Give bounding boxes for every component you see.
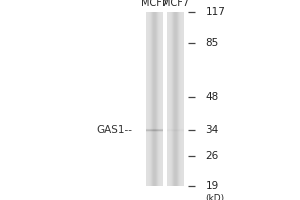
Bar <box>158 12 159 186</box>
Bar <box>152 12 153 186</box>
Text: MCF7: MCF7 <box>141 0 168 8</box>
Bar <box>168 12 169 186</box>
Bar <box>159 12 160 186</box>
Text: 19: 19 <box>206 181 219 191</box>
Bar <box>157 12 158 186</box>
Bar <box>156 12 157 186</box>
Bar <box>180 12 181 186</box>
Bar <box>149 12 150 186</box>
Bar <box>176 12 177 186</box>
Bar <box>151 12 152 186</box>
Bar <box>179 12 180 186</box>
Bar <box>160 12 161 186</box>
Bar <box>167 12 168 186</box>
Bar <box>169 12 170 186</box>
Bar <box>146 12 147 186</box>
Text: 26: 26 <box>206 151 219 161</box>
Bar <box>181 12 182 186</box>
Bar <box>153 12 154 186</box>
Text: GAS1--: GAS1-- <box>96 125 132 135</box>
Bar <box>150 12 151 186</box>
Bar <box>162 12 163 186</box>
Text: 34: 34 <box>206 125 219 135</box>
Bar <box>174 12 175 186</box>
Bar <box>170 12 171 186</box>
Text: 48: 48 <box>206 92 219 102</box>
Bar <box>148 12 149 186</box>
Bar <box>155 12 156 186</box>
Bar <box>172 12 173 186</box>
Text: 85: 85 <box>206 38 219 48</box>
Bar <box>154 12 155 186</box>
Bar <box>147 12 148 186</box>
Bar <box>177 12 178 186</box>
Bar <box>178 12 179 186</box>
Bar <box>182 12 183 186</box>
Text: (kD): (kD) <box>206 194 225 200</box>
Text: 117: 117 <box>206 7 225 17</box>
Bar <box>161 12 162 186</box>
Bar <box>183 12 184 186</box>
Text: MCF7: MCF7 <box>162 0 189 8</box>
Bar <box>173 12 174 186</box>
Bar <box>171 12 172 186</box>
